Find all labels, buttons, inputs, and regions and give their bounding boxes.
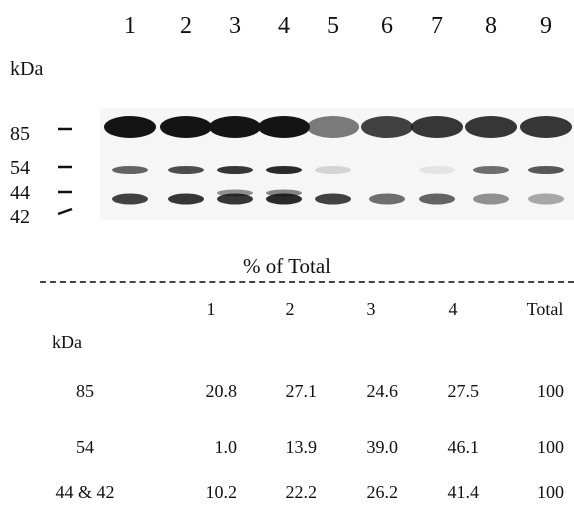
band-54-lane-4 (266, 166, 302, 174)
blot-image (57, 108, 574, 220)
band-44-lane-7 (419, 193, 455, 205)
table-cell: 20.8 (205, 381, 238, 401)
band-85-lane-6 (361, 116, 413, 138)
band-44-lane-5 (315, 193, 351, 205)
column-header-2: 2 (285, 299, 295, 319)
lane-label: 2 (180, 13, 192, 39)
lane-label: 9 (540, 13, 552, 39)
marker-label-42: 42 (10, 206, 30, 228)
band-44-lane-9 (528, 193, 564, 205)
column-header-1: 1 (206, 299, 216, 319)
marker-label-54: 54 (10, 157, 30, 179)
lane-label: 4 (278, 13, 290, 39)
band-44-lane-4 (266, 193, 302, 205)
lane-label: 3 (229, 13, 241, 39)
row-label-54: 54 (76, 437, 94, 457)
band-85-lane-1 (104, 116, 156, 138)
marker-label-44: 44 (10, 182, 30, 204)
band-85-lane-9 (520, 116, 572, 138)
band-44-lane-2 (168, 193, 204, 205)
table-cell: 27.5 (447, 381, 480, 401)
table-cell: 27.1 (285, 381, 318, 401)
row-label-85: 85 (76, 381, 94, 401)
band-54-lane-2 (168, 166, 204, 174)
band-85-lane-7 (411, 116, 463, 138)
table-cell: 22.2 (285, 482, 318, 502)
lane-label: 1 (124, 13, 136, 39)
table-cell: 39.0 (366, 437, 399, 457)
table-divider (40, 281, 574, 283)
band-54-lane-5 (315, 166, 351, 174)
marker-tick-42 (57, 207, 73, 216)
table-cell: 100 (537, 381, 564, 401)
band-85-lane-3 (209, 116, 261, 138)
lane-label: 7 (431, 13, 443, 39)
band-54-lane-7 (419, 166, 455, 174)
band-85-lane-8 (465, 116, 517, 138)
band-44-lane-8 (473, 193, 509, 205)
table-unit-label: kDa (52, 332, 82, 352)
table-cell: 10.2 (205, 482, 238, 502)
table-title: % of Total (243, 254, 331, 278)
band-85-lane-4 (258, 116, 310, 138)
table-cell: 24.6 (366, 381, 399, 401)
band-54-lane-3 (217, 166, 253, 174)
band-54-lane-9 (528, 166, 564, 174)
lane-label: 8 (485, 13, 497, 39)
table-cell: 100 (537, 437, 564, 457)
column-header-4: 4 (448, 299, 458, 319)
column-header-3: 3 (366, 299, 376, 319)
marker-label-85: 85 (10, 123, 30, 145)
row-label-44-42: 44 & 42 (55, 482, 115, 502)
band-85-lane-2 (160, 116, 212, 138)
blot-unit-label: kDa (10, 58, 44, 80)
band-54-lane-1 (112, 166, 148, 174)
band-54-lane-8 (473, 166, 509, 174)
band-85-lane-5 (307, 116, 359, 138)
column-header-total: Total (526, 299, 564, 319)
band-44-lane-6 (369, 193, 405, 205)
table-cell: 1.0 (214, 437, 238, 457)
table-cell: 100 (537, 482, 564, 502)
lane-label: 6 (381, 13, 393, 39)
table-cell: 13.9 (285, 437, 318, 457)
band-44-lane-3 (217, 193, 253, 205)
table-cell: 41.4 (447, 482, 480, 502)
table-cell: 26.2 (366, 482, 399, 502)
lane-label: 5 (327, 13, 339, 39)
band-44-lane-1 (112, 193, 148, 205)
table-cell: 46.1 (447, 437, 480, 457)
